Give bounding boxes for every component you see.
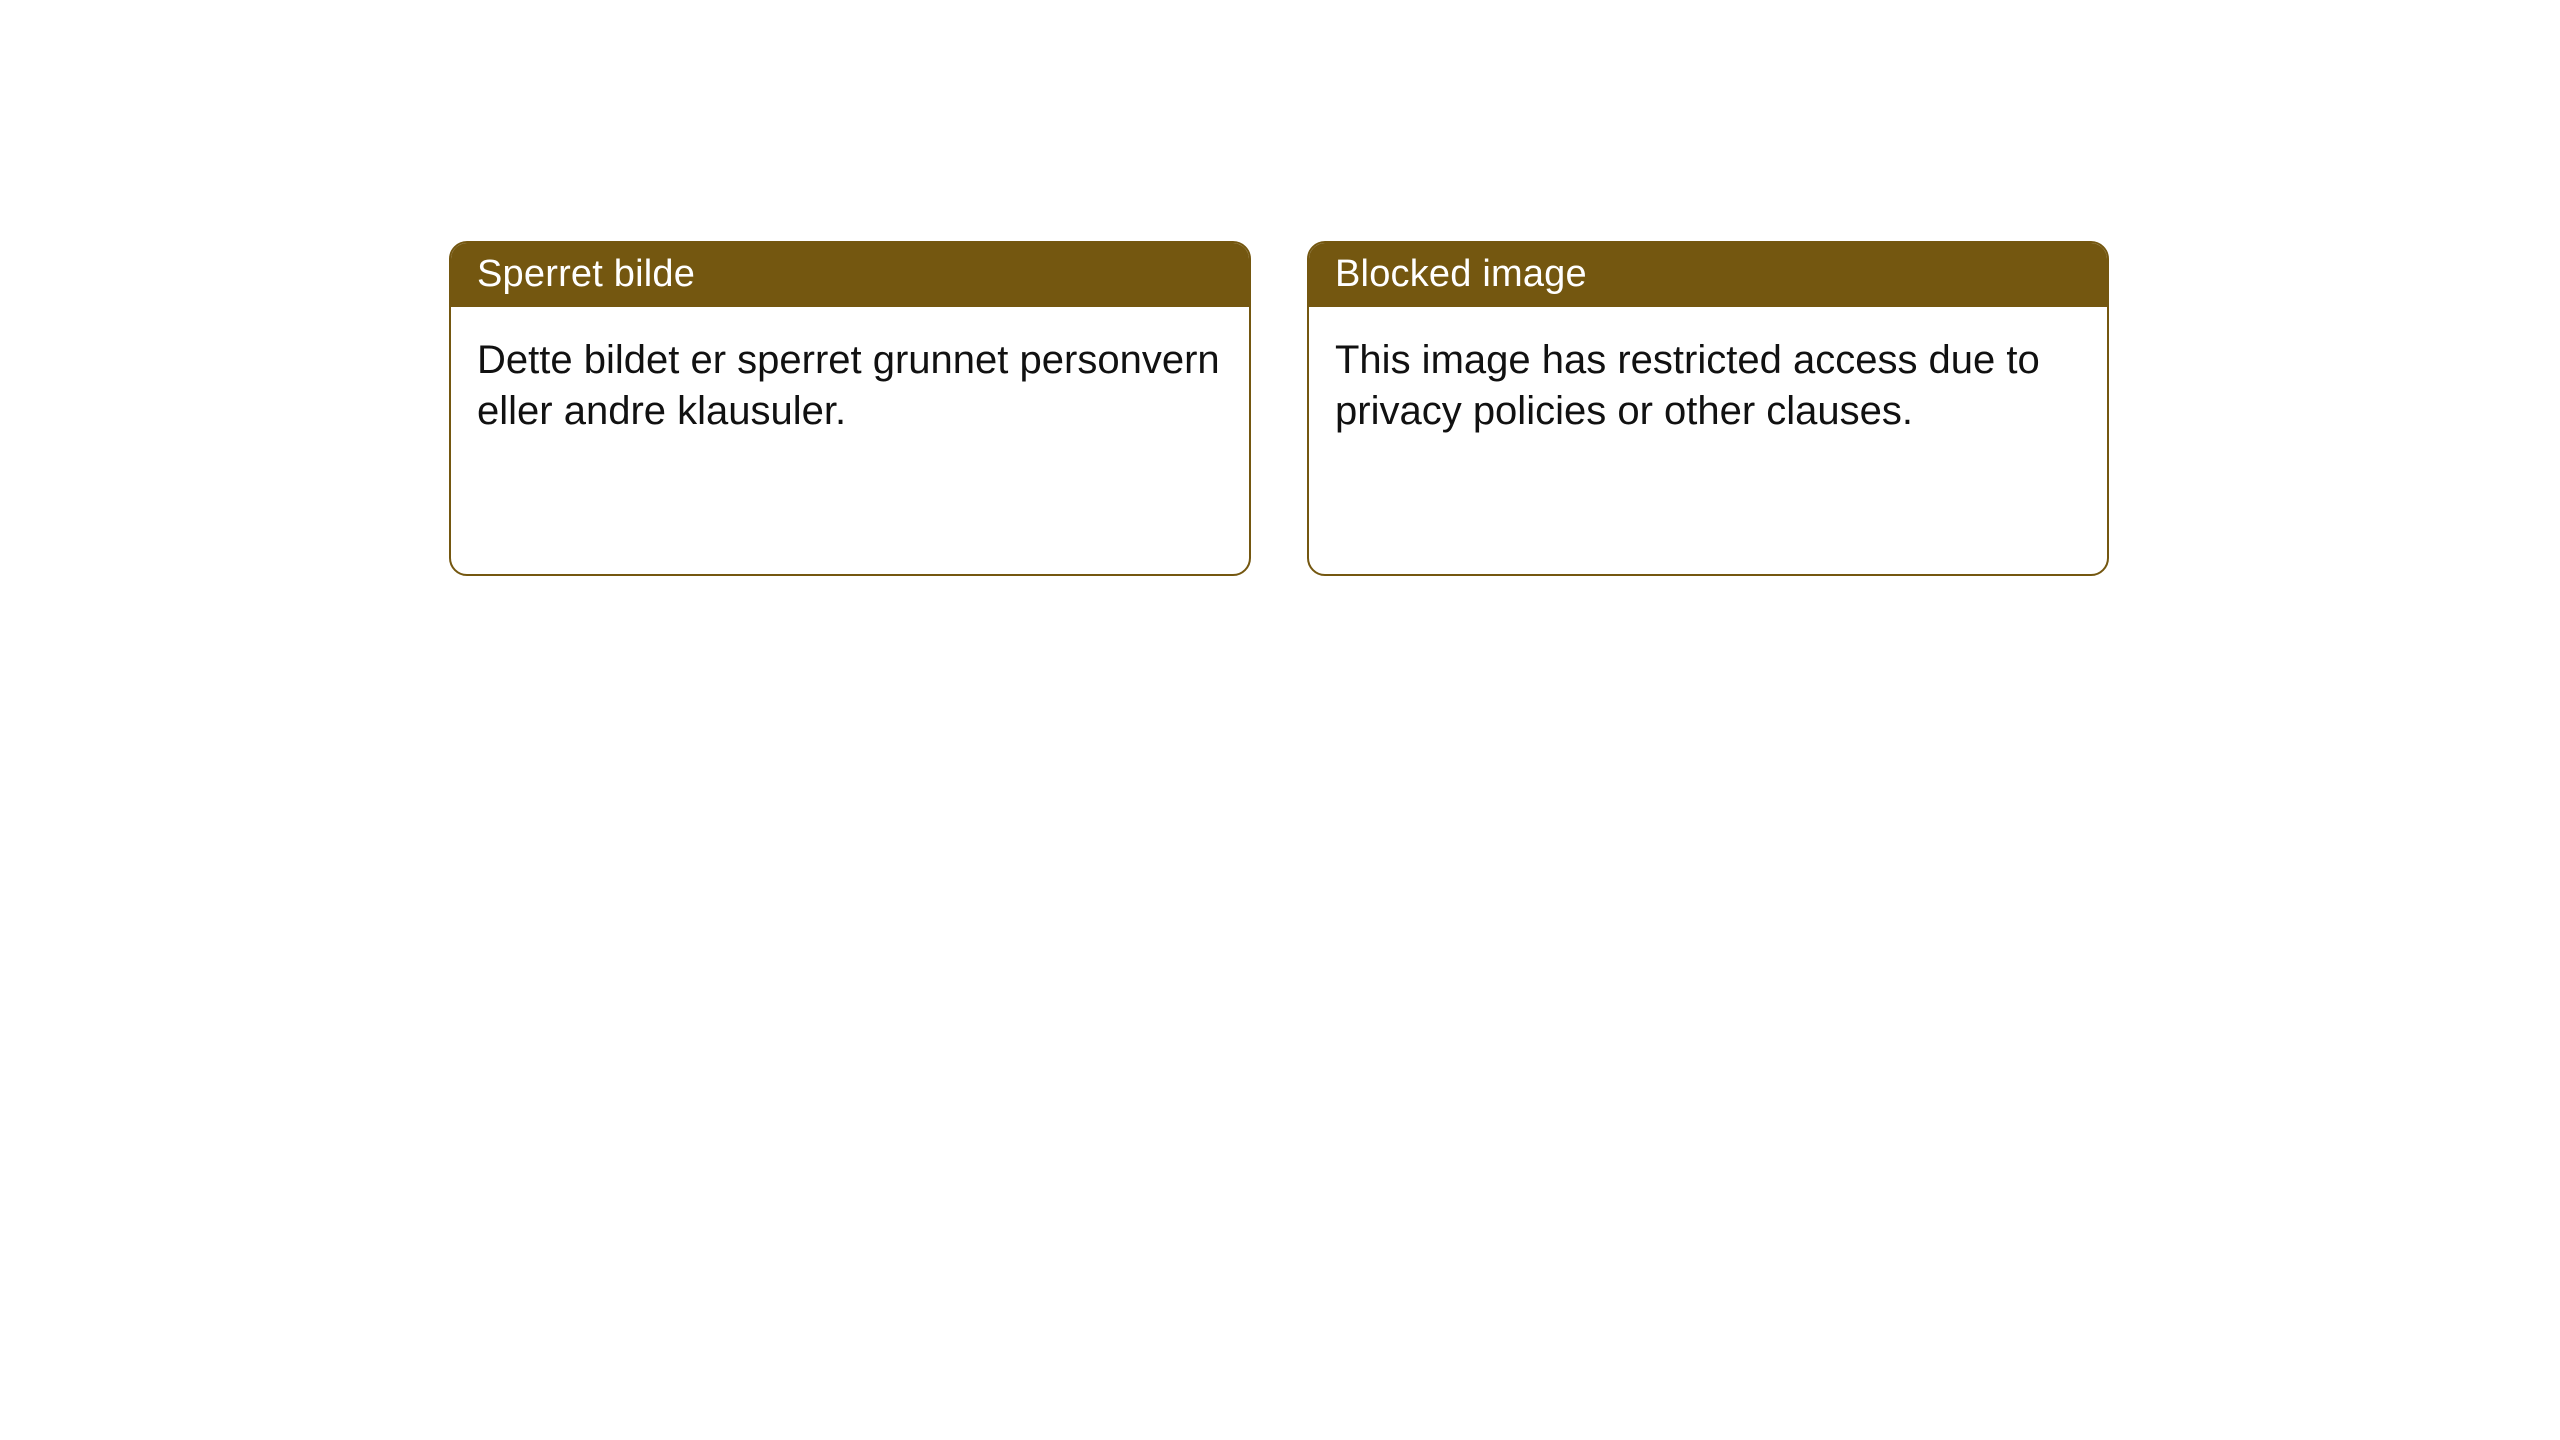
notice-card-no-title: Sperret bilde	[451, 243, 1249, 307]
notice-card-en: Blocked image This image has restricted …	[1307, 241, 2109, 576]
notice-card-en-body: This image has restricted access due to …	[1309, 307, 2107, 463]
notice-card-en-title: Blocked image	[1309, 243, 2107, 307]
notice-card-no-body: Dette bildet er sperret grunnet personve…	[451, 307, 1249, 463]
page-canvas: Sperret bilde Dette bildet er sperret gr…	[0, 0, 2560, 1440]
notice-card-no: Sperret bilde Dette bildet er sperret gr…	[449, 241, 1251, 576]
